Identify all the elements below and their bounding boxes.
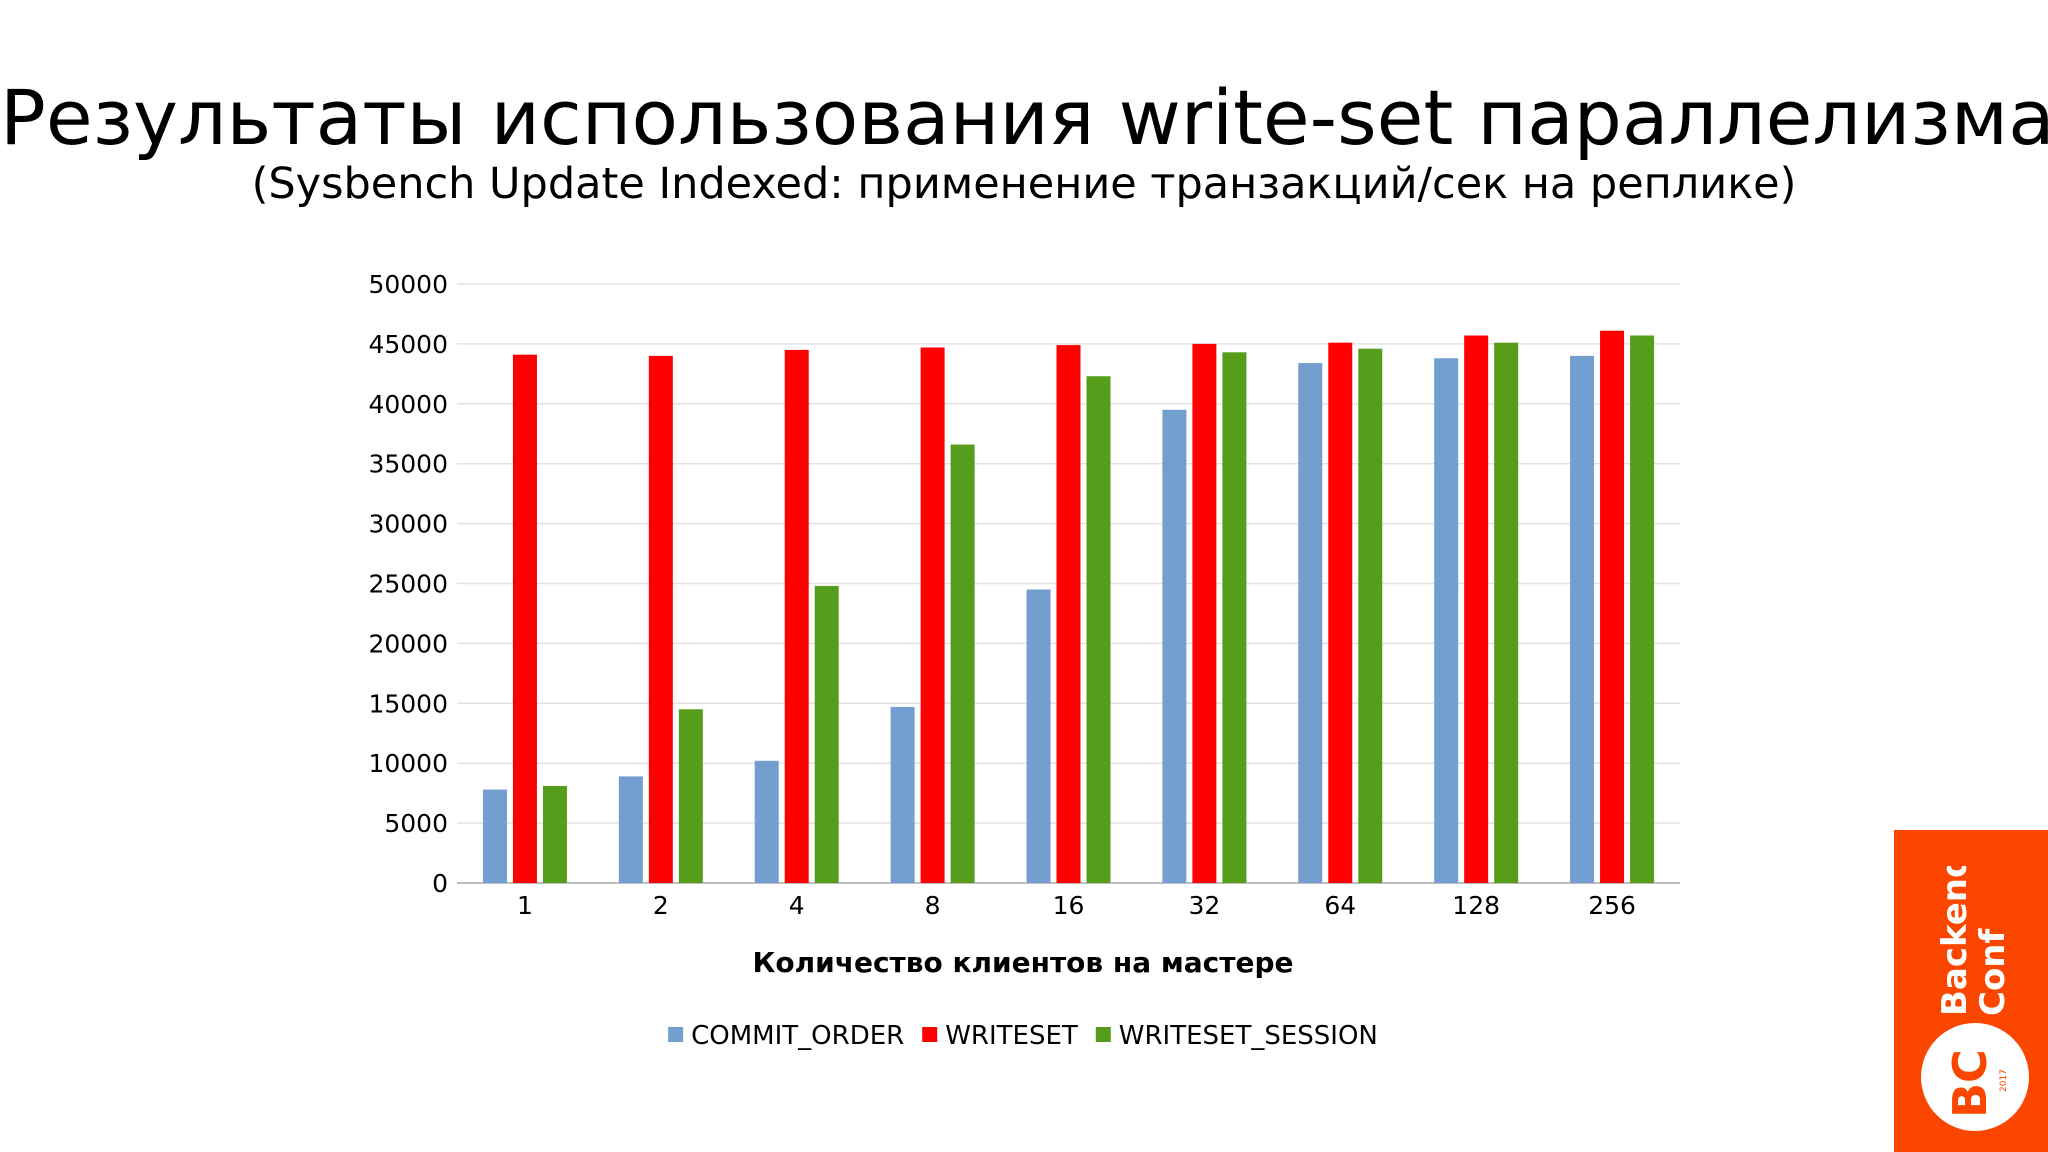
logo-circle — [1921, 1023, 2029, 1131]
y-tick-label: 45000 — [368, 330, 448, 359]
bar-writeset-session-128 — [1494, 342, 1519, 883]
bar-writeset-session-64 — [1358, 348, 1383, 883]
y-tick-label: 25000 — [368, 570, 448, 599]
bar-commit-order-2 — [618, 776, 643, 883]
y-tick-label: 5000 — [384, 809, 448, 838]
y-tick-label: 15000 — [368, 689, 448, 718]
bar-writeset-128 — [1464, 335, 1489, 883]
bar-writeset-2 — [648, 355, 673, 883]
y-tick-label: 20000 — [368, 629, 448, 658]
bar-commit-order-256 — [1570, 355, 1595, 883]
bar-writeset-session-32 — [1222, 352, 1247, 883]
x-tick-label: 2 — [653, 891, 669, 920]
slide-title: Результаты использования write-set парал… — [0, 73, 2048, 162]
x-tick-label: 4 — [789, 891, 805, 920]
y-tick-label: 40000 — [368, 390, 448, 419]
legend-swatch — [1095, 1027, 1111, 1042]
y-tick-label: 35000 — [368, 450, 448, 479]
bar-writeset-1 — [512, 354, 537, 883]
logo-year: 2017 — [1999, 1069, 2009, 1092]
bar-writeset-64 — [1328, 342, 1353, 883]
x-tick-label: 1 — [517, 891, 533, 920]
bc-logo: BC 2017 — [1921, 1023, 2029, 1131]
bar-commit-order-32 — [1162, 409, 1187, 883]
x-axis-ticks: 1 2 4 8 16 32 64 128 256 — [517, 891, 1636, 920]
bar-writeset-256 — [1600, 330, 1625, 883]
bar-commit-order-16 — [1026, 589, 1051, 883]
legend-label: WRITESET_SESSION — [1119, 1021, 1378, 1051]
x-tick-label: 8 — [925, 891, 941, 920]
y-tick-label: 0 — [432, 869, 448, 898]
brand-name-line1: Backend — [1935, 866, 1975, 1016]
x-axis-title: Количество клиентов на мастере — [752, 946, 1293, 979]
x-tick-label: 32 — [1188, 891, 1220, 920]
bar-commit-order-1 — [482, 789, 507, 883]
bar-writeset-session-16 — [1086, 376, 1111, 883]
bars — [482, 330, 1655, 883]
legend-item-commit-order: COMMIT_ORDER — [668, 1021, 904, 1051]
bar-writeset-session-2 — [678, 709, 703, 883]
bar-writeset-session-4 — [814, 585, 839, 883]
legend-item-writeset-session: WRITESET_SESSION — [1095, 1021, 1378, 1051]
legend-item-writeset: WRITESET — [922, 1021, 1078, 1051]
legend-label: WRITESET — [945, 1021, 1078, 1051]
bar-writeset-session-256 — [1630, 335, 1655, 883]
y-axis-ticks: 0 5000 10000 15000 20000 25000 30000 35000 40000… — [368, 270, 448, 898]
y-tick-label: 50000 — [368, 270, 448, 299]
y-tick-label: 30000 — [368, 510, 448, 539]
x-tick-label: 128 — [1452, 891, 1500, 920]
x-tick-label: 256 — [1588, 891, 1636, 920]
bar-commit-order-4 — [754, 760, 779, 883]
legend-label: COMMIT_ORDER — [691, 1021, 904, 1051]
bar-commit-order-128 — [1434, 358, 1459, 883]
legend-swatch — [922, 1027, 938, 1042]
bar-commit-order-8 — [890, 706, 915, 883]
bar-commit-order-64 — [1298, 363, 1323, 883]
bar-writeset-8 — [920, 347, 945, 883]
bar-writeset-16 — [1056, 345, 1081, 883]
bar-writeset-4 — [784, 349, 809, 883]
x-tick-label: 64 — [1324, 891, 1356, 920]
legend: COMMIT_ORDER WRITESET WRITESET_SESSION — [668, 1021, 1378, 1051]
logo-letters: BC — [1943, 1049, 1997, 1118]
slide-subtitle: (Sysbench Update Indexed: применение тра… — [251, 159, 1797, 209]
legend-swatch — [668, 1027, 684, 1042]
x-tick-label: 16 — [1053, 891, 1085, 920]
bar-writeset-32 — [1192, 343, 1217, 883]
y-tick-label: 10000 — [368, 749, 448, 778]
brand-wordmark: Backend Conf — [1935, 866, 2012, 1016]
bar-writeset-session-8 — [950, 444, 975, 883]
brand-name-line2: Conf — [1973, 927, 2012, 1016]
bar-writeset-session-1 — [542, 785, 567, 883]
